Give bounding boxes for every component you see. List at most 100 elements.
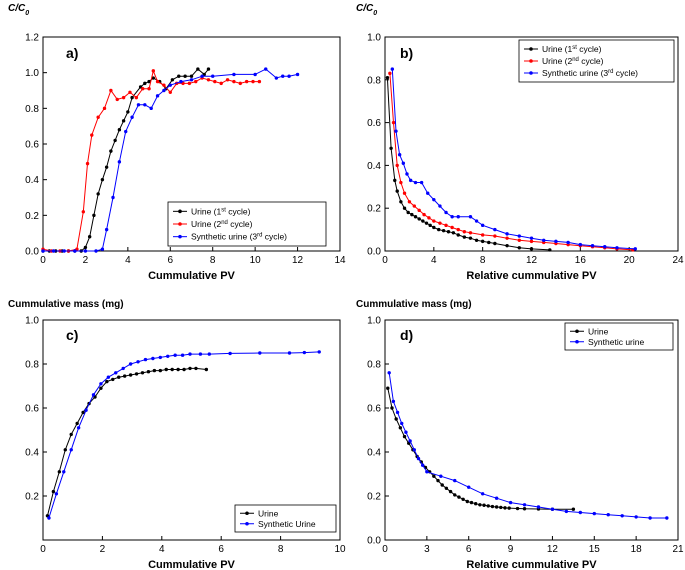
data-point [390,67,395,71]
data-point [439,474,443,478]
legend-entry-label: Urine (2nd cycle) [191,219,253,229]
data-point [615,246,619,250]
data-point [592,511,596,516]
data-point [494,505,499,509]
data-point [493,241,497,246]
data-point [302,350,307,355]
data-point [94,249,98,253]
data-point [450,215,454,219]
data-point [51,249,56,253]
data-point [117,160,122,164]
data-point [253,72,257,77]
data-point [158,368,163,373]
data-point [402,434,407,439]
y-axis-label: Cummulative mass (mg) [356,299,472,310]
data-point [295,72,300,77]
data-point [106,375,111,379]
x-tick-label: 2 [100,544,106,555]
x-tick-label: 4 [431,255,437,266]
chart-panel-3: 0 2 4 6 8 10 0.2 0.4 0.6 0.8 1.0 Cummulative PV Cumm… [8,299,346,570]
data-point [83,249,88,253]
data-point [419,180,424,185]
data-point [62,470,66,474]
legend-box [518,39,675,83]
data-point [440,483,444,487]
data-point [412,448,416,452]
data-point [536,505,541,509]
data-point [385,75,390,80]
data-point [395,163,399,168]
data-point [517,238,521,242]
data-point [391,399,396,404]
data-point [448,489,453,494]
data-point [421,219,425,223]
data-point [425,470,429,474]
data-point [529,239,534,244]
data-point [170,367,174,372]
data-point [453,478,457,483]
x-tick-label: 10 [334,544,346,555]
series-line-3 [391,69,636,250]
data-point [114,371,118,375]
plot-frame [384,319,679,541]
data-point [168,83,172,87]
data-point [393,178,397,183]
data-point [590,243,595,248]
data-point [517,234,521,238]
data-point [620,514,624,518]
data-point [151,76,156,80]
data-point [281,74,285,78]
series-line-1 [386,77,550,251]
data-point [446,230,451,234]
data-point [390,406,394,410]
data-point [633,247,637,251]
panel-label: b) [400,45,413,61]
data-point [225,78,230,82]
data-point [554,239,558,244]
data-point [168,90,172,94]
x-tick-label: 12 [547,544,559,555]
y-tick-label: 1.0 [367,33,381,44]
y-tick-label: 0.8 [367,360,381,371]
data-point [228,351,232,356]
data-point [503,506,507,510]
x-tick-label: 20 [624,255,636,266]
legend-swatch-marker [178,209,182,214]
y-axis-label: C/C0 [356,3,377,17]
y-tick-label: 0.4 [367,448,381,459]
data-point [468,236,473,240]
data-point [81,410,85,415]
data-point [413,180,418,185]
data-point [62,249,66,253]
data-point [104,227,109,232]
data-point [404,430,408,434]
x-tick-label: 4 [159,544,165,555]
data-point [183,74,187,78]
x-tick-label: 16 [575,255,587,266]
data-point [117,128,122,132]
data-point [149,106,153,111]
y-tick-label: 0.2 [25,492,39,503]
panel-label: a) [66,45,78,61]
data-point [287,74,291,78]
data-point [152,368,157,373]
data-point [441,228,446,233]
data-point [486,504,490,508]
data-point [505,232,509,236]
data-point [134,372,139,376]
y-tick-label: 0.0 [367,247,381,258]
data-point [493,234,497,238]
data-point [158,355,163,360]
data-point [162,83,166,87]
data-point [143,103,147,107]
x-axis-label: Relative cummulative PV [466,270,597,282]
data-point [146,370,151,374]
data-point [456,233,460,237]
data-point [287,351,292,355]
data-point [189,74,194,78]
data-point [529,236,534,240]
data-point [194,366,198,371]
data-point [474,219,479,223]
